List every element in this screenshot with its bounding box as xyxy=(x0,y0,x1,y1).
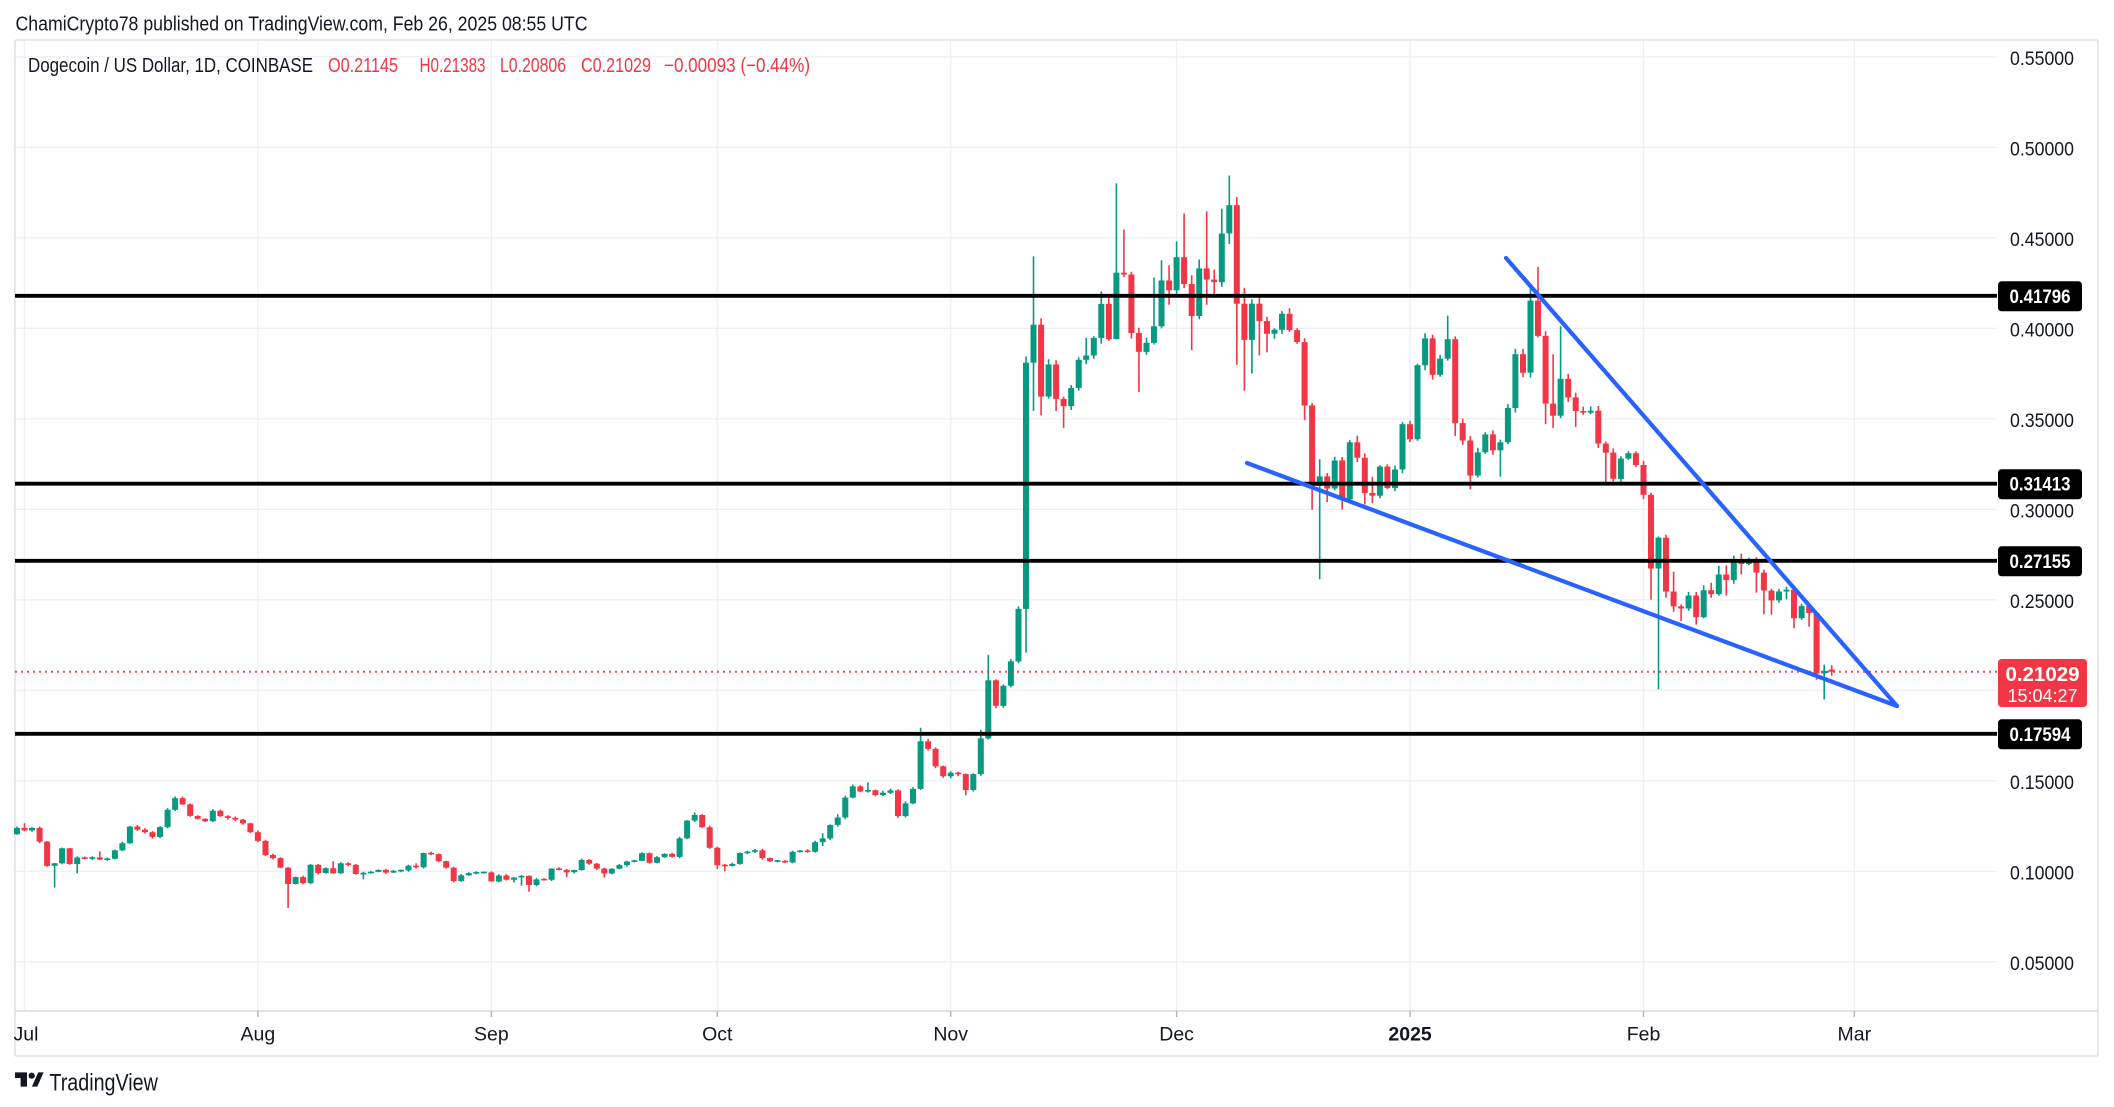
svg-text:Dogecoin / US Dollar, 1D, COIN: Dogecoin / US Dollar, 1D, COINBASE xyxy=(28,55,313,77)
svg-text:0.17594: 0.17594 xyxy=(2010,724,2071,746)
svg-text:H0.21383: H0.21383 xyxy=(420,55,486,77)
svg-text:C0.21029: C0.21029 xyxy=(581,55,651,77)
svg-text:Oct: Oct xyxy=(702,1024,733,1046)
svg-text:O0.21145: O0.21145 xyxy=(328,55,398,77)
svg-text:TradingView: TradingView xyxy=(49,1070,158,1097)
svg-text:0.35000: 0.35000 xyxy=(2010,410,2074,432)
svg-text:0.27155: 0.27155 xyxy=(2010,551,2071,573)
svg-text:−0.00093 (−0.44%): −0.00093 (−0.44%) xyxy=(664,55,810,77)
svg-text:0.45000: 0.45000 xyxy=(2010,229,2074,251)
svg-text:Jul: Jul xyxy=(14,1024,39,1046)
svg-text:0.30000: 0.30000 xyxy=(2010,500,2074,522)
svg-text:ChamiCrypto78 published on Tra: ChamiCrypto78 published on TradingView.c… xyxy=(16,13,588,35)
svg-text:0.21029: 0.21029 xyxy=(2005,663,2079,686)
svg-text:Sep: Sep xyxy=(474,1024,509,1046)
svg-text:0.25000: 0.25000 xyxy=(2010,591,2074,613)
svg-text:0.55000: 0.55000 xyxy=(2010,48,2074,70)
svg-text:15:04:27: 15:04:27 xyxy=(2007,686,2077,706)
svg-text:0.41796: 0.41796 xyxy=(2010,286,2071,308)
svg-text:2025: 2025 xyxy=(1388,1024,1432,1046)
svg-text:0.10000: 0.10000 xyxy=(2010,862,2074,884)
svg-text:Nov: Nov xyxy=(933,1024,968,1046)
svg-text:Mar: Mar xyxy=(1838,1024,1872,1046)
svg-text:L0.20806: L0.20806 xyxy=(500,55,566,77)
svg-text:0.05000: 0.05000 xyxy=(2010,953,2074,975)
svg-text:0.50000: 0.50000 xyxy=(2010,138,2074,160)
svg-text:0.40000: 0.40000 xyxy=(2010,319,2074,341)
svg-text:Feb: Feb xyxy=(1627,1024,1661,1046)
svg-text:Aug: Aug xyxy=(241,1024,276,1046)
svg-text:0.15000: 0.15000 xyxy=(2010,772,2074,794)
svg-text:0.31413: 0.31413 xyxy=(2010,474,2071,496)
svg-text:Dec: Dec xyxy=(1159,1024,1194,1046)
